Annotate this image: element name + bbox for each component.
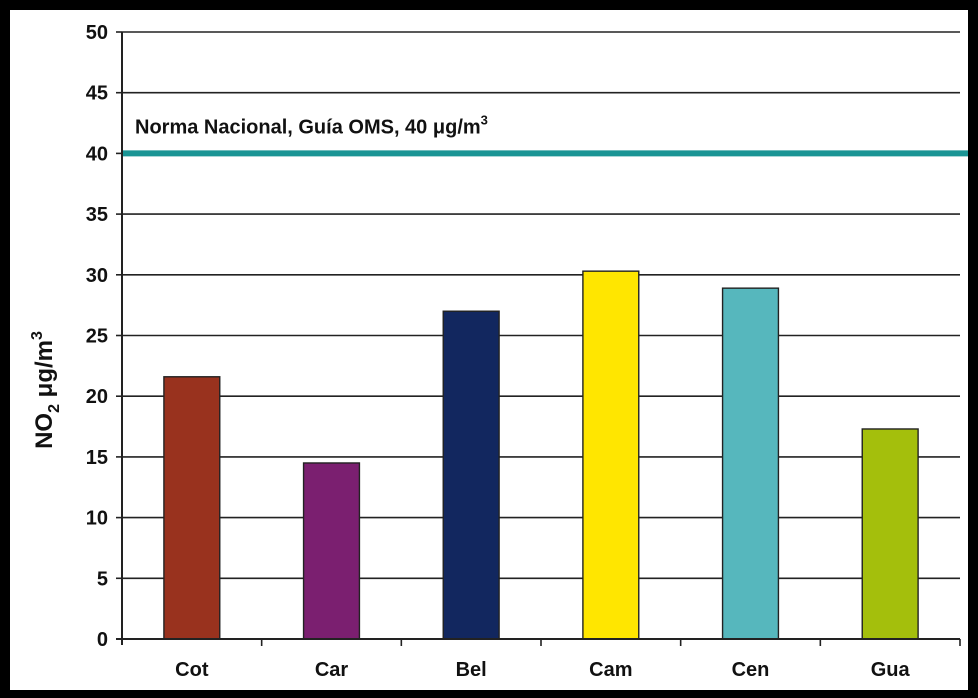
y-tick-label: 45 [86, 83, 108, 105]
y-axis-label-main: NO [31, 413, 58, 449]
bar-cot [163, 376, 221, 640]
y-axis-label-superscript: 3 [29, 331, 46, 340]
y-tick-label: 0 [97, 629, 108, 651]
bar-car [302, 462, 361, 640]
bar-chart: Norma Nacional, Guía OMS, 40 μg/m3 05101… [29, 22, 968, 681]
y-tick-label: 50 [86, 22, 108, 44]
bar-bel [442, 310, 500, 640]
reference-line-group: Norma Nacional, Guía OMS, 40 μg/m3 [122, 112, 968, 157]
y-axis-label: NO2 μg/m3 [29, 331, 63, 449]
bar-gua [861, 428, 919, 640]
y-tick-label: 20 [86, 386, 108, 408]
x-tick-label-gua: Gua [871, 659, 911, 681]
bar-cen [721, 287, 780, 640]
y-tick-labels: 0 5 10 15 20 25 30 35 40 45 50 [86, 22, 108, 651]
bar-cam [582, 270, 640, 640]
y-tick-label: 25 [86, 326, 108, 348]
y-tick-label: 35 [86, 204, 108, 226]
y-axis-label-unit: μg/m [31, 340, 58, 404]
y-tick-label: 40 [86, 143, 108, 165]
chart-frame: Norma Nacional, Guía OMS, 40 μg/m3 0 5 10 1… [10, 10, 968, 690]
y-tick-label: 30 [86, 265, 108, 287]
y-tick-label: 5 [97, 568, 108, 590]
bars [163, 270, 919, 640]
y-axis-label-subscript: 2 [46, 404, 63, 413]
x-tick-label-bel: Bel [456, 659, 487, 681]
x-tick-labels: Cot Car Bel Cam Cen Gua [175, 659, 910, 681]
axes [116, 32, 960, 645]
x-tick-label-cen: Cen [732, 659, 770, 681]
y-tick-label: 15 [86, 447, 108, 469]
reference-line-label: Norma Nacional, Guía OMS, 40 μg/m3 [135, 112, 488, 138]
x-tick-label-cot: Cot [175, 659, 209, 681]
x-tick-label-car: Car [315, 659, 349, 681]
x-tick-label-cam: Cam [589, 659, 632, 681]
y-tick-label: 10 [86, 508, 108, 530]
reference-line-label-superscript: 3 [481, 112, 488, 127]
reference-line-label-text: Norma Nacional, Guía OMS, 40 μg/m [135, 116, 481, 138]
